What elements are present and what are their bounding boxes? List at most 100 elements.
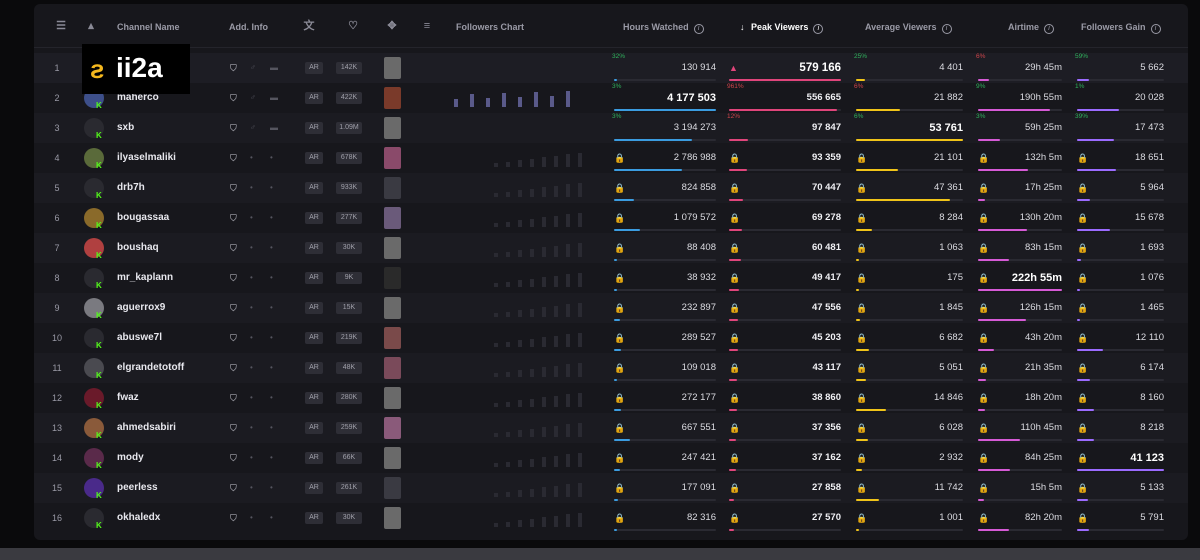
info-icon[interactable]: i — [1150, 24, 1161, 34]
table-row[interactable]: 1 K i ⛉ ♂ ▬ AR 142K 32% 130 914 ▲ 579 16… — [34, 53, 1188, 83]
game-thumbnail[interactable] — [384, 327, 401, 349]
channel-name[interactable]: fwaz — [117, 392, 139, 403]
info-icon[interactable]: i — [941, 24, 952, 34]
game-thumbnail[interactable] — [384, 237, 401, 259]
header-airtime[interactable]: Airtime i — [1008, 22, 1055, 34]
avatar[interactable] — [84, 178, 104, 198]
channel-name[interactable]: drb7h — [117, 182, 145, 193]
channel-name[interactable]: ahmedsabiri — [117, 422, 176, 433]
info-icon[interactable]: i — [693, 24, 704, 34]
channel-name[interactable]: mody — [117, 452, 144, 463]
hours-watched: 3 194 273 — [634, 113, 716, 143]
avatar[interactable] — [84, 298, 104, 318]
channel-name[interactable]: maherco — [117, 92, 159, 103]
lock-icon: 🔒 — [729, 303, 741, 313]
table-row[interactable]: 16 K okhaledx ⛉ • • AR 30K 🔒 82 316 🔒 27… — [34, 503, 1188, 533]
table-row[interactable]: 6 K bougassaa ⛉ • • AR 277K 🔒 1 079 572 … — [34, 203, 1188, 233]
game-thumbnail[interactable] — [384, 357, 401, 379]
avatar[interactable] — [84, 118, 104, 138]
airtime: 82h 20m — [994, 503, 1062, 533]
info-icon[interactable]: i — [1044, 24, 1055, 34]
game-thumbnail[interactable] — [384, 267, 401, 289]
game-thumbnail[interactable] — [384, 297, 401, 319]
header-followers-gain[interactable]: Followers Gain i — [1081, 22, 1161, 34]
header-peak-viewers[interactable]: ↓ Peak Viewers i — [740, 22, 824, 34]
channel-name[interactable]: bougassaa — [117, 212, 170, 223]
airtime-value: 130h 20m — [1019, 212, 1062, 223]
avatar[interactable] — [84, 208, 104, 228]
followers-count-badge: 933K — [336, 182, 362, 194]
channel-name[interactable]: ilyaselmaliki — [117, 152, 176, 163]
average-viewers-value: 53 761 — [929, 122, 963, 134]
channel-name[interactable]: aguerrox9 — [117, 302, 166, 313]
lock-icon: 🔒 — [856, 453, 868, 463]
peak-viewers-value: 37 162 — [811, 452, 841, 463]
header-average-viewers[interactable]: Average Viewers i — [865, 22, 952, 34]
language-icon[interactable]: 文 — [303, 20, 315, 32]
avg-bar-track — [856, 259, 963, 261]
table-row[interactable]: 4 K ilyaselmaliki ⛉ • • AR 678K 🔒 2 786 … — [34, 143, 1188, 173]
rank-sort-icon[interactable]: ▴ — [88, 20, 94, 32]
game-category-icon[interactable]: ✥ — [387, 20, 397, 32]
channel-name[interactable]: boushaq — [117, 242, 159, 253]
table-row[interactable]: 14 K mody ⛉ • • AR 66K 🔒 247 421 🔒 37 16… — [34, 443, 1188, 473]
table-row[interactable]: 13 K ahmedsabiri ⛉ • • AR 259K 🔒 667 551… — [34, 413, 1188, 443]
peak-bar-fill — [729, 199, 743, 201]
table-row[interactable]: 8 K mr_kaplann ⛉ • • AR 9K 🔒 38 932 🔒 49… — [34, 263, 1188, 293]
game-thumbnail[interactable] — [384, 57, 401, 79]
avatar[interactable] — [84, 358, 104, 378]
table-row[interactable]: 9 K aguerrox9 ⛉ • • AR 15K 🔒 232 897 🔒 4… — [34, 293, 1188, 323]
channel-name[interactable]: mr_kaplann — [117, 272, 174, 283]
table-row[interactable]: 7 K boushaq ⛉ • • AR 30K 🔒 88 408 🔒 60 4… — [34, 233, 1188, 263]
game-thumbnail[interactable] — [384, 177, 401, 199]
table-row[interactable]: 11 K elgrandetotoff ⛉ • • AR 48K 🔒 109 0… — [34, 353, 1188, 383]
table-row[interactable]: 3 K sxb ⛉ ♂ ▬ AR 1.09M 3% 3 194 273 12% … — [34, 113, 1188, 143]
game-thumbnail[interactable] — [384, 417, 401, 439]
airtime: 17h 25m — [994, 173, 1062, 203]
header-channel-name[interactable]: Channel Name — [117, 22, 180, 32]
average-viewers: 1 001 — [874, 503, 963, 533]
change-percent: 12% — [727, 113, 741, 120]
table-row[interactable]: 15 K peerless ⛉ • • AR 261K 🔒 177 091 🔒 … — [34, 473, 1188, 503]
lock-icon: 🔒 — [978, 483, 990, 493]
gender-icon: ♂ — [250, 63, 256, 72]
followers-gain-value: 1 465 — [1140, 302, 1164, 313]
table-row[interactable]: 10 K abuswe7l ⛉ • • AR 219K 🔒 289 527 🔒 … — [34, 323, 1188, 353]
rank-number: 13 — [52, 423, 63, 433]
game-thumbnail[interactable] — [384, 507, 401, 529]
table-row[interactable]: 12 K fwaz ⛉ • • AR 280K 🔒 272 177 🔒 38 8… — [34, 383, 1188, 413]
game-thumbnail[interactable] — [384, 447, 401, 469]
game-thumbnail[interactable] — [384, 207, 401, 229]
header-hours-watched[interactable]: Hours Watched i — [623, 22, 704, 34]
game-thumbnail[interactable] — [384, 147, 401, 169]
avatar[interactable] — [84, 418, 104, 438]
game-thumbnail[interactable] — [384, 87, 401, 109]
game-thumbnail[interactable] — [384, 117, 401, 139]
avatar[interactable] — [84, 238, 104, 258]
avatar[interactable] — [84, 508, 104, 528]
hours-bar-fill — [614, 439, 631, 441]
game-thumbnail[interactable] — [384, 477, 401, 499]
avatar[interactable] — [84, 148, 104, 168]
table-row[interactable]: 5 K drb7h ⛉ • • AR 933K 🔒 824 858 🔒 70 4… — [34, 173, 1188, 203]
channel-name[interactable]: sxb — [117, 122, 135, 133]
channel-name[interactable]: elgrandetotoff — [117, 362, 185, 373]
channel-name[interactable]: peerless — [117, 482, 158, 493]
heart-icon[interactable]: ♡ — [348, 20, 358, 32]
avatar[interactable] — [84, 478, 104, 498]
channel-name[interactable]: okhaledx — [117, 512, 161, 523]
game-thumbnail[interactable] — [384, 387, 401, 409]
avatar[interactable] — [84, 448, 104, 468]
avatar[interactable] — [84, 328, 104, 348]
filter-lines-icon[interactable]: ≡ — [423, 20, 431, 32]
info-icon[interactable]: i — [813, 24, 824, 34]
avatar[interactable] — [84, 388, 104, 408]
avatar[interactable] — [84, 268, 104, 288]
peak-viewers-value: 45 203 — [811, 332, 841, 343]
followers-mini-chart-locked — [454, 151, 604, 167]
list-icon[interactable]: ☰ — [56, 20, 66, 32]
table-row[interactable]: 2 K maherco ⛉ ♂ ▬ AR 422K 3% 4 177 503 9… — [34, 83, 1188, 113]
lock-icon: 🔒 — [978, 183, 990, 193]
channel-name[interactable]: abuswe7l — [117, 332, 163, 343]
hours-bar-track — [614, 379, 716, 381]
